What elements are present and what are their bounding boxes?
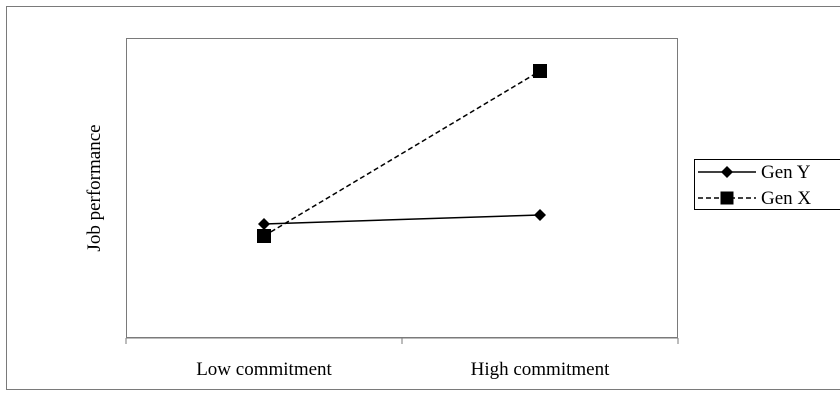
data-point-marker	[533, 64, 547, 78]
legend: Gen Y Gen X	[695, 160, 840, 210]
legend-label: Gen Y	[761, 162, 811, 183]
legend-label: Gen X	[761, 188, 811, 209]
x-tick-label: High commitment	[471, 359, 611, 380]
data-point-marker	[257, 229, 271, 243]
series-group	[257, 64, 547, 243]
series-gen-y	[258, 209, 546, 230]
plot-area	[127, 39, 678, 338]
data-point-marker	[721, 192, 734, 205]
series-line	[264, 71, 540, 236]
x-tick-label: Low commitment	[196, 359, 332, 380]
x-tick-labels: Low commitment High commitment	[196, 359, 610, 380]
series-line	[264, 215, 540, 224]
data-point-marker	[258, 218, 270, 230]
data-point-marker	[534, 209, 546, 221]
x-ticks	[126, 338, 678, 344]
y-axis-label: Job performance	[84, 124, 105, 251]
